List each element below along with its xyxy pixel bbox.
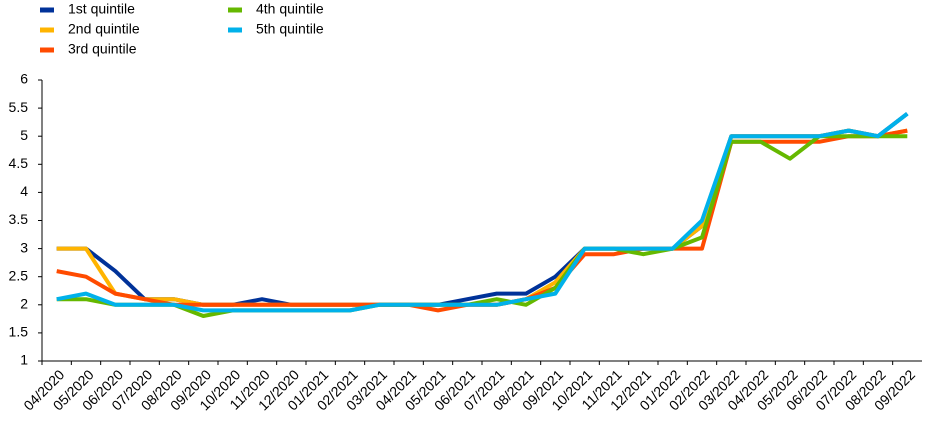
y-tick-label: 2.5 bbox=[9, 267, 29, 283]
y-tick-label: 4.5 bbox=[9, 155, 29, 171]
series-line bbox=[56, 112, 909, 313]
y-tick-label: 6 bbox=[20, 71, 28, 87]
y-tick-label: 1.5 bbox=[9, 324, 29, 340]
y-tick-label: 2 bbox=[20, 296, 28, 312]
legend-label: 5th quintile bbox=[256, 21, 324, 37]
y-tick-label: 5.5 bbox=[9, 99, 29, 115]
series-line bbox=[56, 128, 908, 307]
y-tick-label: 3.5 bbox=[9, 211, 29, 227]
legend-label: 3rd quintile bbox=[68, 41, 137, 57]
y-tick-label: 3 bbox=[20, 239, 28, 255]
series-line bbox=[56, 128, 908, 313]
legend-label: 1st quintile bbox=[68, 1, 135, 17]
y-tick-label: 5 bbox=[20, 127, 28, 143]
series-line bbox=[56, 134, 908, 318]
legend-label: 4th quintile bbox=[256, 1, 324, 17]
legend-label: 2nd quintile bbox=[68, 21, 140, 37]
y-tick-label: 4 bbox=[20, 183, 28, 199]
y-tick-label: 1 bbox=[20, 352, 28, 368]
